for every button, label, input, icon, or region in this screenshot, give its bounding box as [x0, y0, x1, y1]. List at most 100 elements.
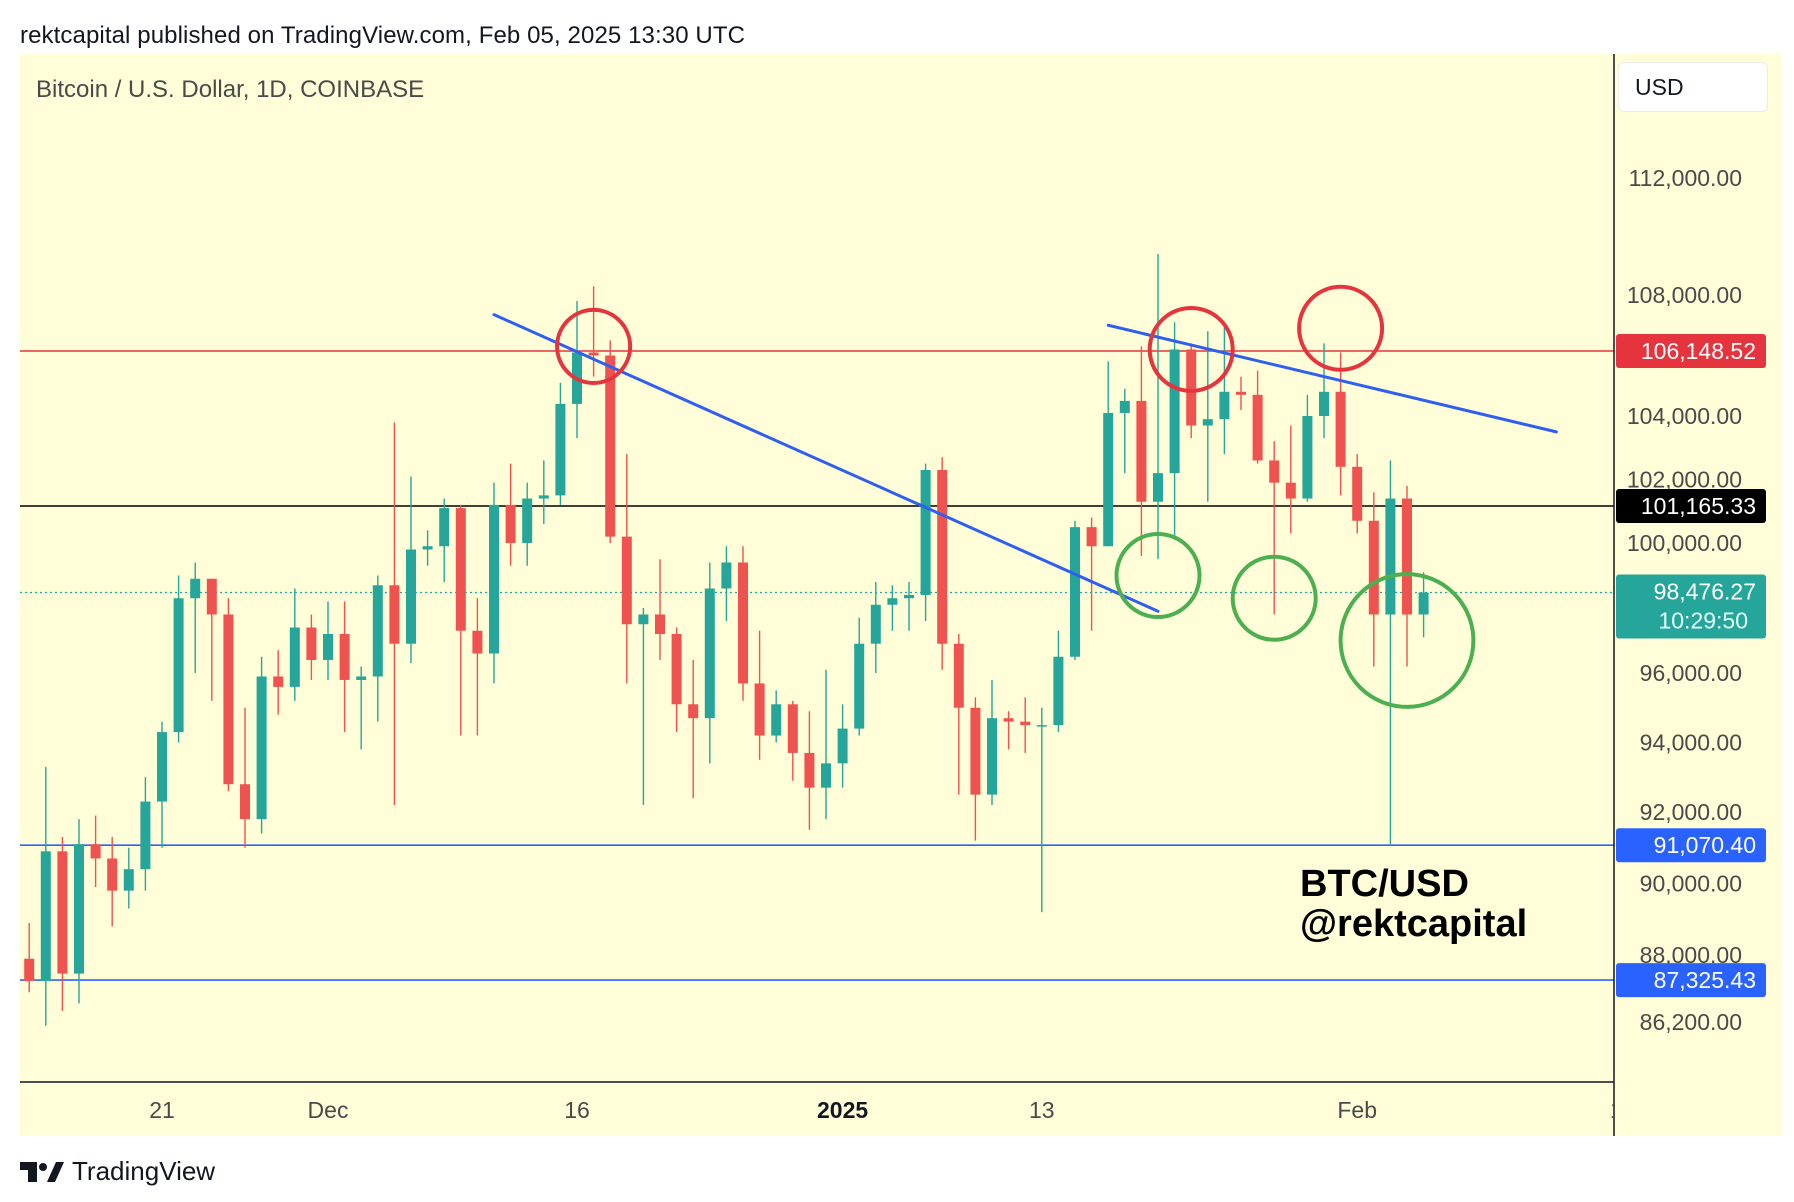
candle[interactable] — [123, 847, 134, 909]
candle[interactable] — [953, 634, 964, 795]
candle[interactable] — [356, 666, 367, 750]
candle[interactable] — [339, 601, 350, 733]
candle[interactable] — [422, 530, 433, 566]
candle[interactable] — [1219, 322, 1230, 455]
candle[interactable] — [1368, 492, 1379, 667]
candle[interactable] — [987, 679, 997, 806]
chart-area[interactable] — [20, 54, 1782, 1136]
support-circle[interactable] — [1230, 554, 1318, 642]
candle[interactable] — [190, 562, 201, 674]
candle[interactable] — [107, 837, 118, 927]
price-label-last[interactable]: 98,476.27 10:29:50 — [1616, 574, 1766, 639]
price-label-level[interactable]: 101,165.33 — [1616, 489, 1766, 524]
candle[interactable] — [1319, 343, 1329, 439]
candle[interactable] — [24, 922, 35, 993]
candle[interactable] — [1003, 711, 1014, 750]
candle[interactable] — [821, 669, 831, 820]
candle[interactable] — [555, 382, 566, 505]
candle[interactable] — [1103, 361, 1114, 547]
tradingview-logo[interactable]: TradingView — [20, 1156, 215, 1187]
trendline[interactable] — [1106, 323, 1558, 434]
currency-selector[interactable]: USD — [1618, 62, 1768, 112]
symbol-title[interactable]: Bitcoin / U.S. Dollar, 1D, COINBASE — [36, 76, 425, 103]
trendline[interactable] — [492, 313, 1160, 613]
candle[interactable] — [1252, 370, 1263, 464]
candle[interactable] — [240, 707, 250, 848]
candle[interactable] — [223, 598, 234, 792]
resistance-circle[interactable] — [1297, 284, 1385, 372]
candle[interactable] — [854, 617, 865, 736]
candle[interactable] — [1385, 460, 1396, 845]
resistance-circle[interactable] — [555, 307, 633, 385]
candle[interactable] — [439, 498, 450, 582]
candle[interactable] — [1285, 425, 1296, 534]
candle[interactable] — [904, 582, 914, 631]
candle[interactable] — [1036, 707, 1047, 913]
candle[interactable] — [273, 650, 284, 715]
candle[interactable] — [671, 627, 682, 733]
candle[interactable] — [1153, 254, 1163, 560]
candle[interactable] — [206, 578, 217, 701]
candle[interactable] — [721, 546, 732, 621]
candle[interactable] — [406, 476, 416, 664]
candle[interactable] — [140, 777, 151, 891]
candle[interactable] — [655, 559, 665, 660]
candle[interactable] — [621, 454, 632, 684]
candle[interactable] — [323, 601, 333, 680]
candle[interactable] — [455, 504, 466, 736]
candle[interactable] — [688, 660, 699, 799]
support-circle[interactable] — [1114, 532, 1202, 619]
candle[interactable] — [920, 463, 931, 621]
resistance-circle[interactable] — [1147, 305, 1235, 393]
candle[interactable] — [538, 460, 549, 524]
candle[interactable] — [57, 837, 68, 1011]
candle[interactable] — [771, 690, 782, 743]
candle[interactable] — [1335, 352, 1346, 496]
candle[interactable] — [90, 815, 101, 888]
price-label-resistance[interactable]: 106,148.52 — [1616, 334, 1766, 369]
candle[interactable] — [389, 422, 400, 806]
price-label-support[interactable]: 87,325.43 — [1616, 963, 1766, 998]
candle[interactable] — [1302, 394, 1313, 502]
candle[interactable] — [605, 340, 616, 543]
candle[interactable] — [522, 482, 533, 566]
candle[interactable] — [1352, 454, 1363, 534]
candle[interactable] — [1086, 517, 1097, 631]
candle[interactable] — [1269, 441, 1280, 615]
candle[interactable] — [1020, 697, 1031, 753]
candle[interactable] — [306, 614, 317, 680]
candle[interactable] — [704, 562, 715, 764]
candle[interactable] — [638, 608, 649, 806]
candle[interactable] — [970, 697, 981, 841]
candle[interactable] — [173, 575, 184, 743]
candle[interactable] — [787, 700, 798, 781]
candle[interactable] — [1236, 376, 1246, 410]
candle[interactable] — [804, 711, 815, 830]
candle[interactable] — [1053, 630, 1064, 733]
candle[interactable] — [40, 766, 51, 1026]
candle[interactable] — [937, 457, 948, 670]
candle[interactable] — [1070, 520, 1080, 660]
candle[interactable] — [74, 819, 84, 1004]
candle[interactable] — [256, 656, 267, 834]
candle[interactable] — [588, 286, 599, 377]
candle[interactable] — [1136, 346, 1147, 556]
candle[interactable] — [489, 482, 499, 684]
candle[interactable] — [472, 598, 483, 736]
candle[interactable] — [738, 546, 748, 701]
candle[interactable] — [1119, 388, 1130, 474]
candle[interactable] — [289, 588, 300, 701]
candle[interactable] — [1418, 572, 1429, 638]
candle[interactable] — [1402, 485, 1412, 667]
candle[interactable] — [372, 575, 383, 722]
candle[interactable] — [870, 582, 881, 673]
candle[interactable] — [887, 585, 898, 631]
candle[interactable] — [1169, 322, 1180, 540]
candle[interactable] — [157, 721, 167, 848]
candle[interactable] — [837, 704, 848, 788]
candle[interactable] — [572, 301, 582, 439]
price-label-support[interactable]: 91,070.40 — [1616, 828, 1766, 863]
support-circle[interactable] — [1338, 572, 1476, 709]
candle[interactable] — [754, 630, 765, 760]
